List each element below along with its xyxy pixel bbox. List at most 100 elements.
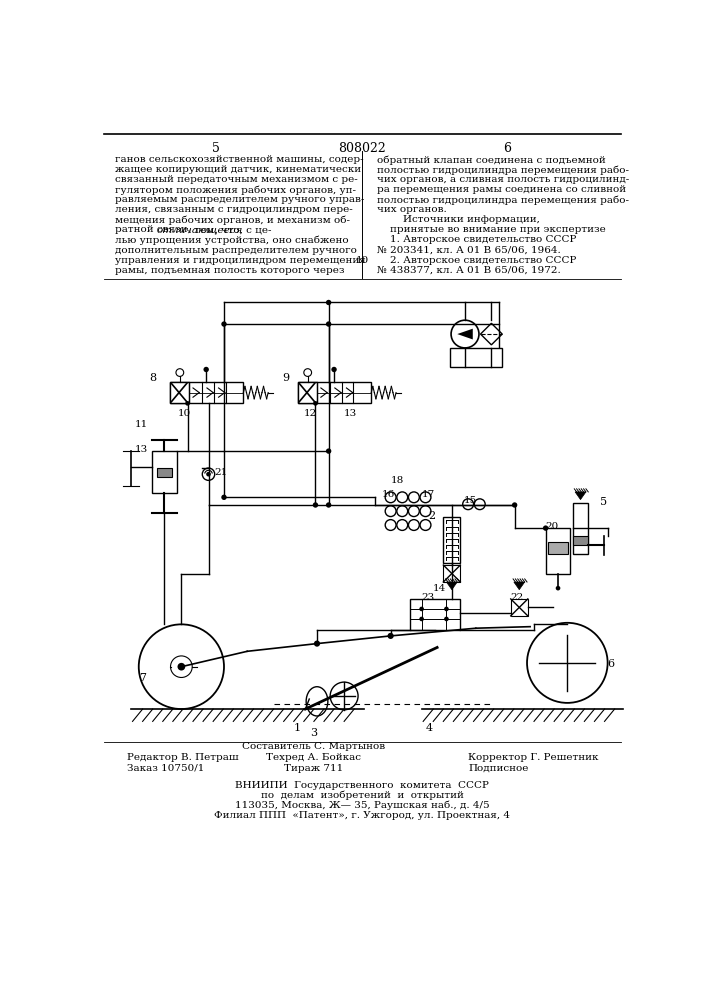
Text: 6: 6 <box>607 659 615 669</box>
Circle shape <box>387 633 394 639</box>
Text: тем, что, с це-: тем, что, с це- <box>191 225 271 234</box>
Bar <box>298 382 317 403</box>
Text: 12: 12 <box>304 409 317 418</box>
Circle shape <box>313 401 317 406</box>
Circle shape <box>185 401 190 406</box>
Text: Техред А. Бойкас: Техред А. Бойкас <box>266 753 361 762</box>
Circle shape <box>221 495 227 500</box>
Circle shape <box>419 617 424 621</box>
Text: Заказ 10750/1: Заказ 10750/1 <box>127 764 204 773</box>
Circle shape <box>556 586 561 590</box>
Text: 6: 6 <box>503 142 511 155</box>
Text: 22: 22 <box>510 593 524 602</box>
Text: полостью гидроцилиндра перемещения рабо-: полостью гидроцилиндра перемещения рабо- <box>377 195 629 205</box>
Text: 14: 14 <box>433 584 447 593</box>
Text: мещения рабочих органов, и механизм об-: мещения рабочих органов, и механизм об- <box>115 215 350 225</box>
Text: ганов сельскохозяйственной машины, содер-: ганов сельскохозяйственной машины, содер… <box>115 155 363 164</box>
Text: связанный передаточным механизмом с ре-: связанный передаточным механизмом с ре- <box>115 175 358 184</box>
Text: 18: 18 <box>391 476 404 485</box>
Bar <box>443 565 460 582</box>
Text: 7: 7 <box>139 673 146 683</box>
Bar <box>298 382 371 403</box>
Polygon shape <box>457 329 473 339</box>
Text: № 438377, кл. А 01 В 65/06, 1972.: № 438377, кл. А 01 В 65/06, 1972. <box>377 266 561 275</box>
Circle shape <box>444 607 449 611</box>
Text: 11: 11 <box>135 420 148 429</box>
Text: 15: 15 <box>464 496 477 505</box>
Text: ления, связанным с гидроцилиндром пере-: ления, связанным с гидроцилиндром пере- <box>115 205 353 214</box>
Text: 8: 8 <box>149 373 156 383</box>
Text: управления и гидроцилиндром перемещения: управления и гидроцилиндром перемещения <box>115 256 366 265</box>
Bar <box>546 528 571 574</box>
Bar <box>548 542 568 554</box>
Circle shape <box>206 472 211 477</box>
Text: 4: 4 <box>426 723 433 733</box>
Text: обратный клапан соединена с подъемной: обратный клапан соединена с подъемной <box>377 155 605 165</box>
Circle shape <box>204 367 209 372</box>
Text: Подписное: Подписное <box>468 764 529 773</box>
Bar <box>443 517 460 563</box>
Text: 13: 13 <box>344 409 357 418</box>
Text: отличающееся: отличающееся <box>156 225 243 234</box>
Text: дополнительным распределителем ручного: дополнительным распределителем ручного <box>115 246 356 255</box>
Circle shape <box>221 321 227 327</box>
Text: рамы, подъемная полость которого через: рамы, подъемная полость которого через <box>115 266 344 275</box>
Text: 5: 5 <box>600 497 607 507</box>
Bar <box>510 599 528 616</box>
Circle shape <box>444 617 449 621</box>
Text: Корректор Г. Решетник: Корректор Г. Решетник <box>468 753 599 762</box>
Ellipse shape <box>306 687 328 716</box>
Text: 808022: 808022 <box>338 142 386 155</box>
Bar <box>450 348 502 367</box>
Text: 17: 17 <box>421 490 435 499</box>
Text: 2: 2 <box>428 511 435 521</box>
Text: 1. Авторское свидетельство СССР: 1. Авторское свидетельство СССР <box>377 235 576 244</box>
Text: 10: 10 <box>356 256 368 265</box>
Text: Тираж 711: Тираж 711 <box>284 764 343 773</box>
Text: ра перемещения рамы соединена со сливной: ра перемещения рамы соединена со сливной <box>377 185 626 194</box>
Circle shape <box>326 502 332 508</box>
Circle shape <box>326 448 332 454</box>
Circle shape <box>512 502 518 508</box>
Circle shape <box>326 321 332 327</box>
Text: 21: 21 <box>215 468 228 477</box>
Text: равляемым распределителем ручного управ-: равляемым распределителем ручного управ- <box>115 195 364 204</box>
Bar <box>152 451 177 493</box>
Text: лью упрощения устройства, оно снабжено: лью упрощения устройства, оно снабжено <box>115 235 349 245</box>
Polygon shape <box>481 323 502 345</box>
Polygon shape <box>514 582 525 590</box>
Text: чих органов.: чих органов. <box>377 205 446 214</box>
Circle shape <box>326 300 332 305</box>
Bar <box>170 382 243 403</box>
Circle shape <box>419 607 424 611</box>
Polygon shape <box>575 492 586 500</box>
Text: 23: 23 <box>421 593 435 602</box>
Text: Источники информации,: Источники информации, <box>377 215 539 224</box>
Text: 13: 13 <box>135 445 148 454</box>
Circle shape <box>332 367 337 372</box>
Text: гулятором положения рабочих органов, уп-: гулятором положения рабочих органов, уп- <box>115 185 356 195</box>
Text: ратной связи,: ратной связи, <box>115 225 194 234</box>
Bar <box>170 382 189 403</box>
Bar <box>573 536 588 545</box>
Text: Филиал ППП  «Патент», г. Ужгород, ул. Проектная, 4: Филиал ППП «Патент», г. Ужгород, ул. Про… <box>214 811 510 820</box>
Text: 10: 10 <box>177 409 191 418</box>
Text: 5: 5 <box>212 142 220 155</box>
Text: 20: 20 <box>546 522 559 531</box>
Bar <box>156 468 172 477</box>
Bar <box>573 503 588 554</box>
Circle shape <box>543 525 549 531</box>
Text: полостью гидроцилиндра перемещения рабо-: полостью гидроцилиндра перемещения рабо- <box>377 165 629 175</box>
Text: 9: 9 <box>282 373 289 383</box>
Text: 1: 1 <box>293 723 301 733</box>
Circle shape <box>177 663 185 671</box>
Text: по  делам  изобретений  и  открытий: по делам изобретений и открытий <box>260 791 463 800</box>
Text: Составитель С. Мартынов: Составитель С. Мартынов <box>242 742 385 751</box>
Text: чих органов, а сливная полость гидроцилинд-: чих органов, а сливная полость гидроцили… <box>377 175 629 184</box>
Text: принятые во внимание при экспертизе: принятые во внимание при экспертизе <box>377 225 605 234</box>
Text: № 203341, кл. А 01 В 65/06, 1964.: № 203341, кл. А 01 В 65/06, 1964. <box>377 246 561 255</box>
Circle shape <box>314 641 320 647</box>
Circle shape <box>312 502 318 508</box>
Text: 16: 16 <box>381 490 395 499</box>
Text: 2. Авторское свидетельство СССР: 2. Авторское свидетельство СССР <box>377 256 576 265</box>
